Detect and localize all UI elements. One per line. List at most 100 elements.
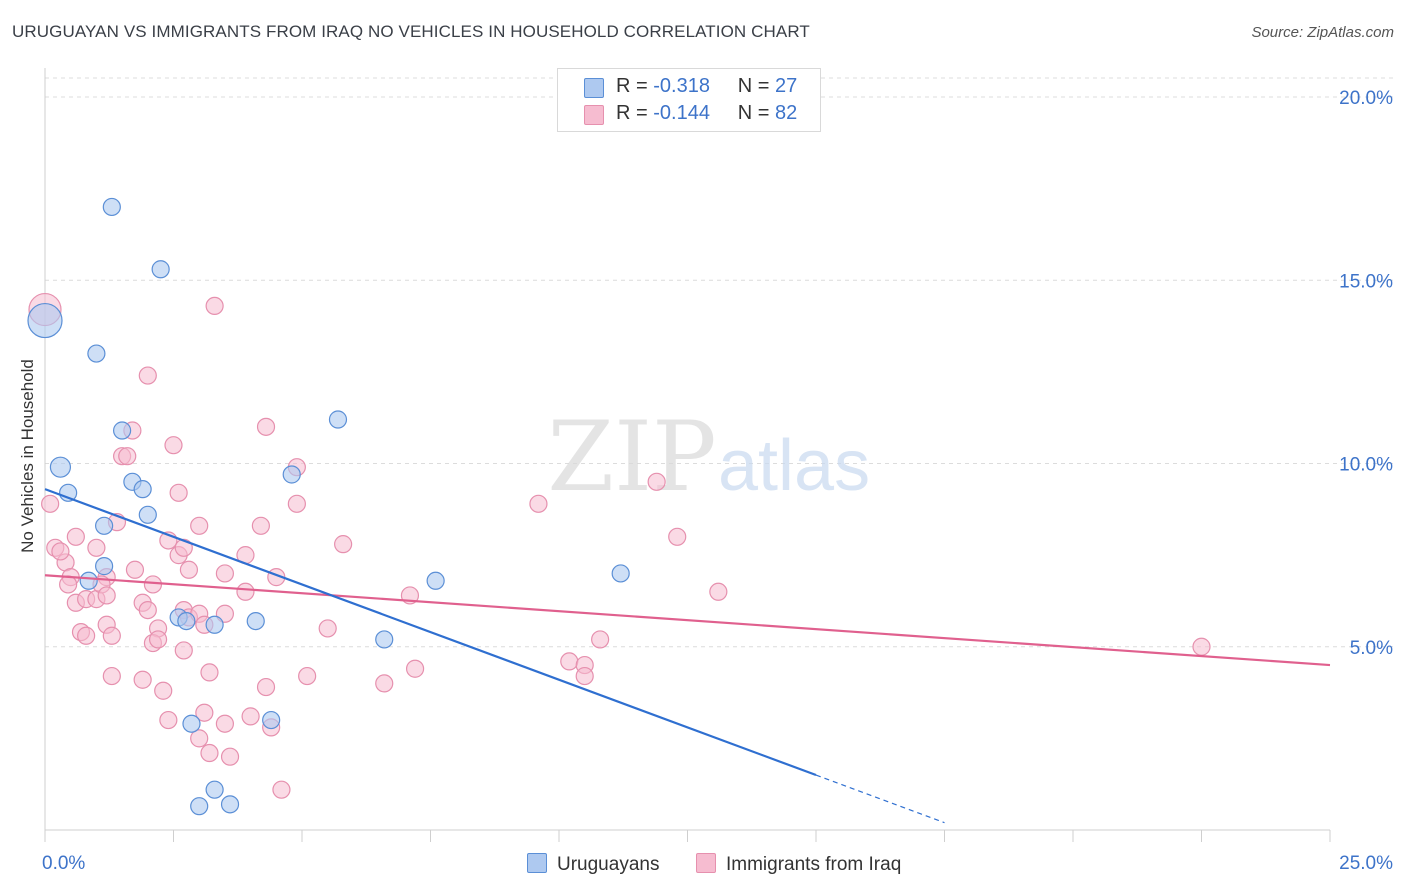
point-uruguayan [191, 798, 208, 815]
point-iraq [60, 576, 77, 593]
point-uruguayan [96, 517, 113, 534]
watermark: ZIP atlas [547, 401, 870, 513]
point-uruguayan [139, 506, 156, 523]
trend-lines [45, 489, 1330, 823]
bottom-legend-label-iraq: Immigrants from Iraq [726, 854, 901, 875]
point-iraq [376, 675, 393, 692]
point-iraq [335, 536, 352, 553]
point-uruguayan [263, 712, 280, 729]
point-iraq [242, 708, 259, 725]
legend-n-value-uruguayans: 27 [775, 75, 797, 97]
point-iraq [170, 484, 187, 501]
scatter-chart: ZIP atlas 5.0% 10.0% 15.0% 20.0% 0.0% 25.0% [0, 0, 1406, 892]
bottom-legend-iraq: Immigrants from Iraq [696, 853, 901, 876]
point-iraq [319, 620, 336, 637]
point-iraq [78, 627, 95, 644]
y-tick-label: 10.0% [1339, 455, 1393, 476]
point-iraq [648, 473, 665, 490]
point-iraq [258, 418, 275, 435]
point-iraq [216, 715, 233, 732]
y-tick-label: 5.0% [1350, 638, 1393, 659]
point-iraq [126, 561, 143, 578]
point-iraq [144, 576, 161, 593]
y-tick-label: 15.0% [1339, 271, 1393, 292]
point-uruguayan [427, 572, 444, 589]
point-iraq [165, 437, 182, 454]
point-uruguayan [206, 616, 223, 633]
point-uruguayan [96, 558, 113, 575]
point-iraq [98, 587, 115, 604]
point-iraq [1193, 638, 1210, 655]
point-iraq [530, 495, 547, 512]
point-iraq [139, 602, 156, 619]
legend-swatch-uruguayans [584, 78, 604, 98]
point-uruguayan [206, 781, 223, 798]
point-uruguayan [114, 422, 131, 439]
point-iraq [103, 668, 120, 685]
point-iraq [216, 565, 233, 582]
point-iraq [42, 495, 59, 512]
point-iraq [299, 668, 316, 685]
point-iraq [150, 631, 167, 648]
point-iraq [669, 528, 686, 545]
point-iraq [561, 653, 578, 670]
legend-swatch-iraq [584, 105, 604, 125]
point-iraq [119, 448, 136, 465]
point-iraq [206, 297, 223, 314]
point-iraq [160, 712, 177, 729]
point-uruguayan [134, 481, 151, 498]
watermark-zip: ZIP [547, 401, 716, 513]
bottom-legend-swatch-iraq [696, 853, 716, 873]
point-uruguayan [376, 631, 393, 648]
bottom-legend-swatch-uruguayans [527, 853, 547, 873]
point-iraq [139, 367, 156, 384]
point-uruguayan [103, 198, 120, 215]
point-iraq [103, 627, 120, 644]
point-iraq [201, 664, 218, 681]
point-iraq [175, 642, 192, 659]
legend-r-value-uruguayans: -0.318 [653, 75, 710, 97]
trend-line-iraq [45, 575, 1330, 665]
point-uruguayan [50, 457, 70, 477]
point-uruguayan [88, 345, 105, 362]
point-iraq [180, 561, 197, 578]
point-iraq [710, 583, 727, 600]
point-uruguayan [28, 304, 62, 338]
point-iraq [134, 671, 151, 688]
point-uruguayan [183, 715, 200, 732]
legend-n-label: N = [738, 75, 770, 97]
point-iraq [222, 748, 239, 765]
point-iraq [288, 495, 305, 512]
point-uruguayan [247, 613, 264, 630]
bottom-legend-uruguayans: Uruguayans [527, 853, 659, 876]
trend-line-uruguayans-extension [816, 775, 945, 823]
point-iraq [592, 631, 609, 648]
legend-r-label: R = [616, 75, 648, 97]
point-uruguayan [329, 411, 346, 428]
point-iraq [155, 682, 172, 699]
point-iraq [252, 517, 269, 534]
point-iraq [88, 539, 105, 556]
point-iraq [191, 517, 208, 534]
legend-n-value-iraq: 82 [775, 102, 797, 124]
iraq-points [29, 294, 1210, 799]
legend-r-value-iraq: -0.144 [653, 102, 710, 124]
point-iraq [201, 745, 218, 762]
point-uruguayan [612, 565, 629, 582]
point-uruguayan [152, 261, 169, 278]
y-tick-label: 20.0% [1339, 88, 1393, 109]
x-tick-label: 0.0% [42, 853, 85, 874]
point-iraq [67, 528, 84, 545]
point-uruguayan [222, 796, 239, 813]
point-uruguayan [80, 572, 97, 589]
point-iraq [273, 781, 290, 798]
x-tick-label: 25.0% [1339, 853, 1393, 874]
point-iraq [52, 543, 69, 560]
point-iraq [237, 583, 254, 600]
point-iraq [407, 660, 424, 677]
point-uruguayan [283, 466, 300, 483]
point-iraq [576, 668, 593, 685]
point-iraq [258, 679, 275, 696]
correlation-legend: R = -0.318 N = 27 R = -0.144 N = 82 [557, 68, 821, 132]
point-uruguayan [178, 613, 195, 630]
